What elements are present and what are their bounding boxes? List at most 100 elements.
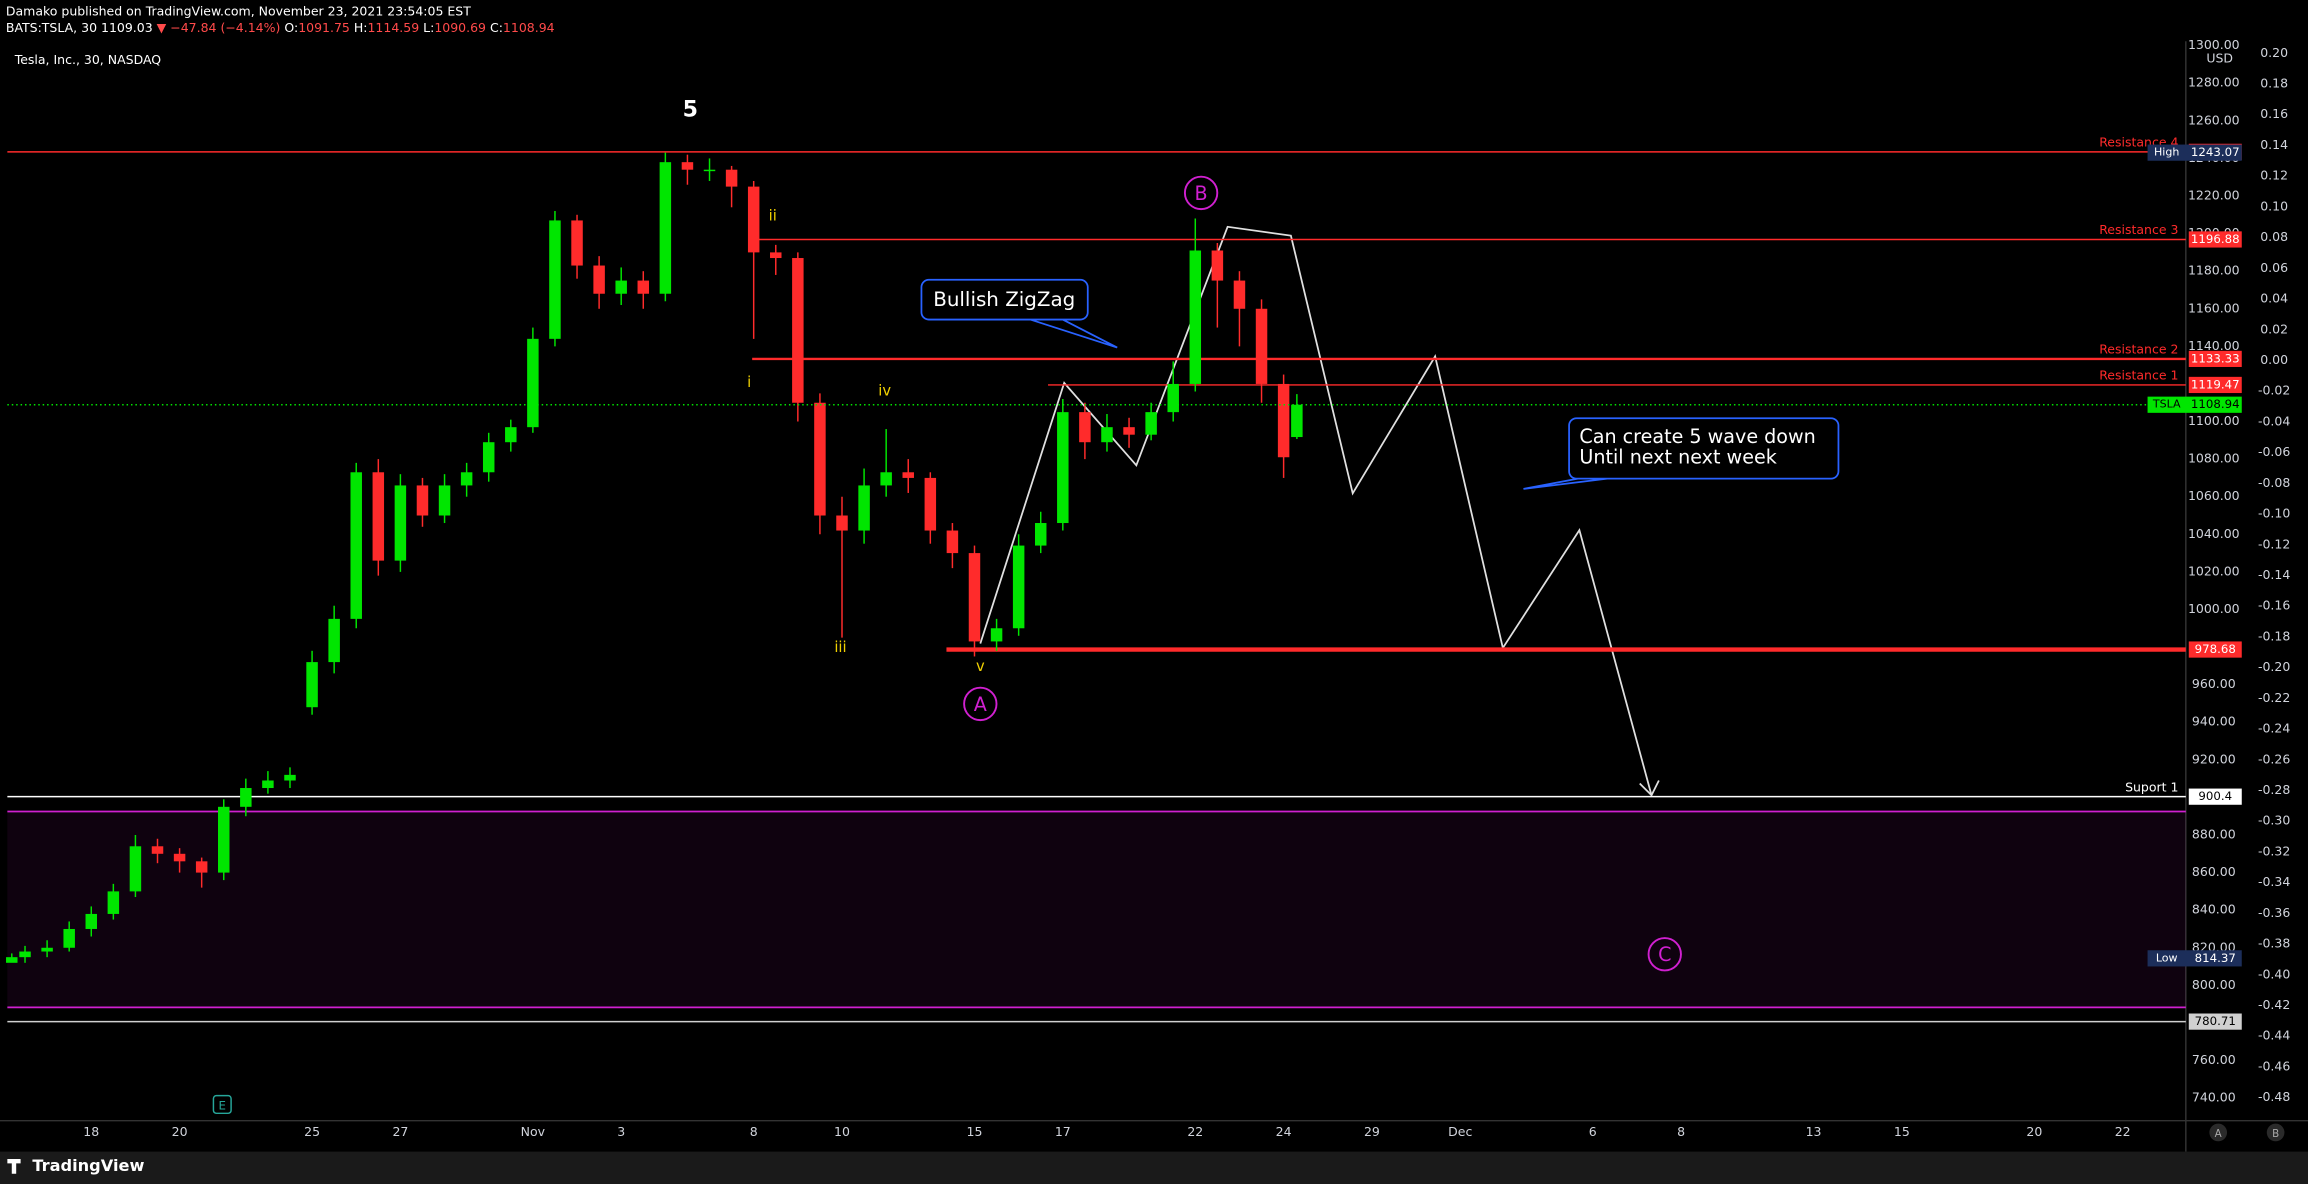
wave-label: iv [878, 383, 891, 400]
y-tick-label: 1040.00 [2188, 526, 2240, 541]
y-tick-label: 1180.00 [2188, 263, 2240, 278]
quote-part: 1108.94 [503, 19, 555, 34]
quote-part: 1090.69 [434, 19, 490, 34]
y-tick-label: 1060.00 [2188, 488, 2240, 503]
quote: BATS:TSLA, 30 1109.03 ▼ −47.84 (−4.14%) … [6, 19, 555, 34]
candle-body [1255, 308, 1268, 384]
candle-body [1233, 280, 1246, 309]
y2-tick-label: 0.04 [2260, 291, 2288, 306]
candle-body [946, 530, 959, 554]
candle-body [195, 861, 208, 873]
y2-tick-label: 0.00 [2260, 352, 2288, 367]
marker-label: High [2154, 146, 2179, 159]
y-tick-label: 1160.00 [2188, 300, 2240, 315]
brand: TradingView [32, 1156, 144, 1175]
x-tick-label: 8 [750, 1124, 758, 1139]
y2-tick-label: -0.46 [2258, 1058, 2290, 1073]
marker-value: 814.37 [2195, 951, 2236, 965]
x-tick-label: 20 [172, 1124, 188, 1139]
y2-tick-label: -0.48 [2258, 1089, 2290, 1104]
candle-body [1034, 523, 1047, 546]
x-tick-label: Dec [1448, 1124, 1472, 1139]
callout-text: Can create 5 wave down [1579, 425, 1815, 448]
wave-label: B [1195, 182, 1208, 205]
callout-box [920, 278, 1089, 321]
y2-tick-label: -0.16 [2258, 598, 2290, 613]
y2-tick-label: 0.08 [2260, 229, 2288, 244]
y2-tick-label: -0.36 [2258, 905, 2290, 920]
y2-tick-label: -0.42 [2258, 997, 2290, 1012]
wave-circle [963, 686, 998, 722]
candle-body [836, 515, 848, 531]
y2-tick-label: -0.18 [2258, 628, 2290, 643]
candle-body [549, 220, 561, 339]
y-tick-label: 1300.00 [2188, 37, 2240, 52]
candle-body [527, 338, 539, 428]
candle-body [747, 186, 760, 253]
candle-body [902, 472, 914, 478]
last-price-box [2147, 396, 2242, 413]
footer [0, 1151, 2308, 1184]
currency: USD [2206, 50, 2233, 65]
y2-tick-label: -0.32 [2258, 843, 2290, 858]
level-name: Suport 1 [2125, 779, 2178, 794]
logo [7, 1158, 21, 1174]
quote-part: C: [490, 19, 503, 34]
candle-body [1145, 412, 1157, 435]
price-box [2188, 1013, 2242, 1030]
price-box-label: 900.4 [2198, 789, 2232, 803]
y-tick-label: 960.00 [2192, 676, 2236, 691]
candle-body [63, 928, 75, 948]
callout-pointer [1523, 477, 1608, 490]
candle-body [770, 252, 782, 259]
candle-body [460, 472, 473, 486]
price-box [2188, 231, 2242, 248]
candle-body [1079, 412, 1091, 443]
y2-tick-label: -0.28 [2258, 782, 2290, 797]
marker-box [2147, 950, 2242, 967]
price-box-label: 1133.33 [2191, 351, 2240, 365]
price-box-label: 1119.47 [2191, 377, 2240, 391]
y2-tick-label: 0.06 [2260, 260, 2288, 275]
button[interactable] [2266, 1123, 2285, 1142]
candle-body [284, 774, 296, 781]
wave-label: A [974, 693, 987, 716]
quote-part: O: [284, 19, 298, 34]
x-tick-label: 20 [2026, 1124, 2042, 1139]
candle-body [129, 846, 142, 892]
level-name: Resistance 1 [2099, 368, 2178, 383]
candle-body [328, 618, 340, 663]
zone-fill [7, 811, 2186, 1008]
button-label[interactable]: B [2272, 1128, 2279, 1140]
candle-body [306, 662, 318, 708]
y2-tick-label: 0.16 [2260, 106, 2288, 121]
x-tick-label: 27 [392, 1124, 408, 1139]
y2-tick-label: -0.20 [2258, 659, 2290, 674]
x-tick-label: 8 [1677, 1124, 1685, 1139]
y2-tick-label: -0.14 [2258, 567, 2290, 582]
candle-body [990, 628, 1003, 642]
wave-circle [1647, 937, 1682, 972]
quote-part: H: [354, 19, 368, 34]
x-tick-label: 15 [967, 1124, 983, 1139]
y2-tick-label: -0.22 [2258, 690, 2290, 705]
button-label[interactable]: A [2215, 1128, 2222, 1140]
callout-box [1568, 417, 1840, 480]
marker-value: 1243.07 [2191, 145, 2240, 159]
x-tick-label: 10 [834, 1124, 850, 1139]
candle-body [438, 485, 451, 516]
candle-body [1057, 412, 1069, 524]
arrow-head [1639, 780, 1660, 797]
y-tick-label: 1000.00 [2188, 601, 2240, 616]
button[interactable] [2209, 1123, 2228, 1142]
earnings-marker [212, 1094, 232, 1115]
last-price-label: 1108.94 [2191, 397, 2240, 411]
x-tick-label: 18 [83, 1124, 99, 1139]
candle-body [1189, 250, 1202, 384]
symbol-label: TSLA [2152, 398, 2181, 411]
x-tick-label: 22 [1187, 1124, 1203, 1139]
y2-tick-label: -0.30 [2258, 813, 2290, 828]
candle-body [416, 485, 429, 516]
